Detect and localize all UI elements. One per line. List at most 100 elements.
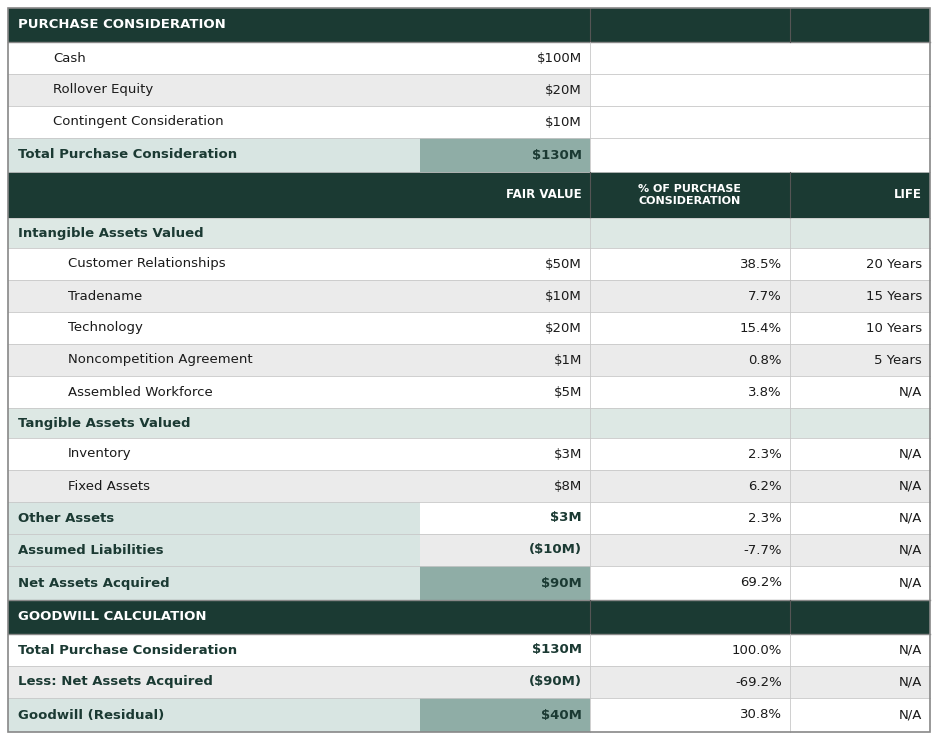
Text: $20M: $20M (545, 322, 582, 334)
Text: 100.0%: 100.0% (731, 644, 782, 656)
Bar (8, 634, 929, 666)
Text: 6.2%: 6.2% (748, 479, 782, 493)
Bar (8, 534, 419, 566)
Text: 38.5%: 38.5% (739, 257, 782, 271)
Text: Total Purchase Consideration: Total Purchase Consideration (18, 644, 237, 656)
Bar (589, 106, 929, 138)
Text: Tangible Assets Valued: Tangible Assets Valued (18, 416, 191, 430)
Text: $10M: $10M (545, 116, 582, 128)
Text: N/A: N/A (898, 386, 921, 398)
Bar (8, 42, 589, 74)
Text: $3M: $3M (549, 512, 582, 524)
Text: Assumed Liabilities: Assumed Liabilities (18, 544, 163, 556)
Bar (8, 438, 929, 470)
Text: Net Assets Acquired: Net Assets Acquired (18, 577, 169, 590)
Text: N/A: N/A (898, 676, 921, 688)
Text: $3M: $3M (553, 448, 582, 460)
Bar (8, 280, 929, 312)
Bar (8, 172, 929, 218)
Text: GOODWILL CALCULATION: GOODWILL CALCULATION (18, 610, 207, 623)
Text: Fixed Assets: Fixed Assets (68, 479, 150, 493)
Text: ($90M): ($90M) (529, 676, 582, 688)
Text: ($10M): ($10M) (529, 544, 582, 556)
Text: N/A: N/A (898, 544, 921, 556)
Text: Assembled Workforce: Assembled Workforce (68, 386, 212, 398)
Text: -69.2%: -69.2% (734, 676, 782, 688)
Text: Customer Relationships: Customer Relationships (68, 257, 226, 271)
Bar (8, 502, 419, 534)
Bar (8, 698, 419, 732)
Bar (419, 698, 589, 732)
Text: $1M: $1M (553, 353, 582, 367)
Text: Rollover Equity: Rollover Equity (53, 83, 153, 97)
Text: $40M: $40M (541, 709, 582, 722)
Text: $100M: $100M (536, 52, 582, 64)
Bar (8, 138, 419, 172)
Text: -7.7%: -7.7% (743, 544, 782, 556)
Bar (8, 600, 929, 634)
Text: 15.4%: 15.4% (739, 322, 782, 334)
Text: $10M: $10M (545, 290, 582, 302)
Text: Technology: Technology (68, 322, 143, 334)
Bar (419, 502, 929, 534)
Text: 69.2%: 69.2% (739, 577, 782, 590)
Bar (589, 566, 929, 600)
Bar (8, 74, 589, 106)
Text: $90M: $90M (541, 577, 582, 590)
Bar (8, 376, 929, 408)
Text: N/A: N/A (898, 512, 921, 524)
Bar (8, 344, 929, 376)
Text: 20 Years: 20 Years (865, 257, 921, 271)
Text: 3.8%: 3.8% (748, 386, 782, 398)
Text: $130M: $130M (531, 148, 582, 161)
Text: Other Assets: Other Assets (18, 512, 114, 524)
Text: FAIR VALUE: FAIR VALUE (506, 188, 582, 202)
Text: N/A: N/A (898, 448, 921, 460)
Bar (419, 534, 929, 566)
Text: Noncompetition Agreement: Noncompetition Agreement (68, 353, 252, 367)
Bar (8, 218, 929, 248)
Text: Inventory: Inventory (68, 448, 131, 460)
Text: 2.3%: 2.3% (748, 512, 782, 524)
Text: Total Purchase Consideration: Total Purchase Consideration (18, 148, 237, 161)
Text: N/A: N/A (898, 644, 921, 656)
Bar (8, 312, 929, 344)
Bar (8, 8, 929, 42)
Bar (8, 566, 419, 600)
Text: N/A: N/A (898, 709, 921, 722)
Bar (8, 470, 929, 502)
Text: 7.7%: 7.7% (748, 290, 782, 302)
Text: N/A: N/A (898, 577, 921, 590)
Text: $50M: $50M (545, 257, 582, 271)
Text: $8M: $8M (553, 479, 582, 493)
Text: 2.3%: 2.3% (748, 448, 782, 460)
Text: N/A: N/A (898, 479, 921, 493)
Bar (589, 74, 929, 106)
Bar (589, 698, 929, 732)
Text: $5M: $5M (553, 386, 582, 398)
Text: 15 Years: 15 Years (865, 290, 921, 302)
Text: 0.8%: 0.8% (748, 353, 782, 367)
Text: 30.8%: 30.8% (739, 709, 782, 722)
Text: Contingent Consideration: Contingent Consideration (53, 116, 224, 128)
Bar (589, 42, 929, 74)
Bar (8, 106, 589, 138)
Bar (8, 666, 929, 698)
Bar (419, 566, 589, 600)
Text: 5 Years: 5 Years (873, 353, 921, 367)
Text: Cash: Cash (53, 52, 86, 64)
Bar (8, 408, 929, 438)
Bar (589, 138, 929, 172)
Text: Tradename: Tradename (68, 290, 143, 302)
Text: PURCHASE CONSIDERATION: PURCHASE CONSIDERATION (18, 19, 226, 32)
Text: Goodwill (Residual): Goodwill (Residual) (18, 709, 164, 722)
Bar (8, 248, 929, 280)
Text: $20M: $20M (545, 83, 582, 97)
Text: $130M: $130M (531, 644, 582, 656)
Text: LIFE: LIFE (893, 188, 921, 202)
Text: Intangible Assets Valued: Intangible Assets Valued (18, 226, 203, 239)
Text: % OF PURCHASE
CONSIDERATION: % OF PURCHASE CONSIDERATION (638, 184, 741, 206)
Bar (419, 138, 589, 172)
Text: Less: Net Assets Acquired: Less: Net Assets Acquired (18, 676, 212, 688)
Text: 10 Years: 10 Years (865, 322, 921, 334)
